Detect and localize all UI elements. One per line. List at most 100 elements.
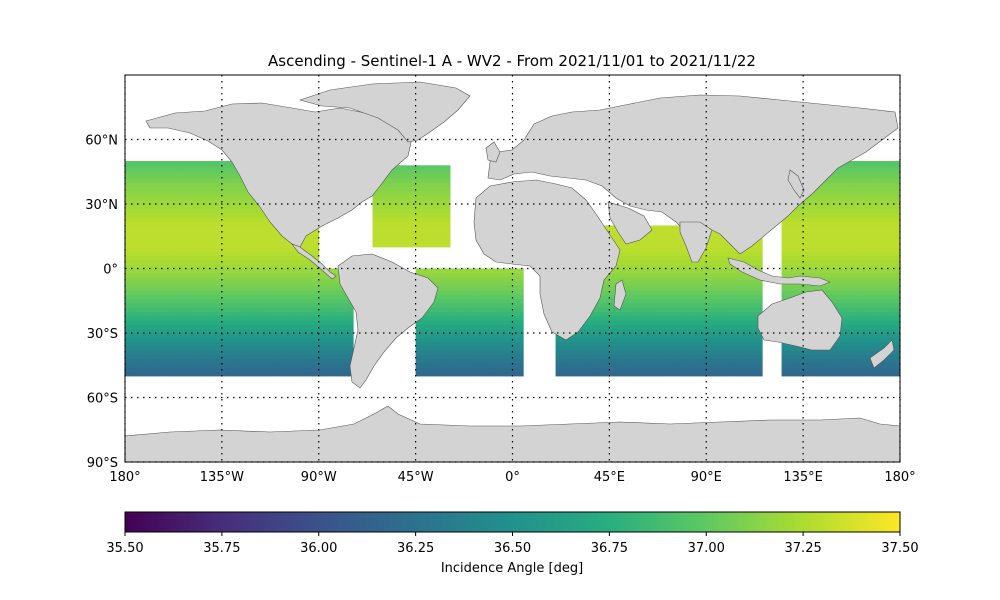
swath-cell bbox=[654, 294, 660, 299]
swath-cell bbox=[314, 350, 320, 355]
swath-cell bbox=[480, 350, 485, 355]
swath-cell bbox=[232, 255, 238, 261]
swath-cell bbox=[125, 272, 130, 278]
swath-cell bbox=[129, 173, 135, 179]
swath-cell bbox=[267, 345, 272, 351]
swath-cell bbox=[236, 324, 242, 330]
swath-cell bbox=[125, 324, 130, 330]
swath-cell bbox=[202, 173, 208, 179]
swath-cell bbox=[215, 208, 221, 213]
swath-cell bbox=[323, 285, 328, 291]
swath-cell bbox=[172, 315, 178, 321]
swath-cell bbox=[125, 302, 130, 308]
swath-cell bbox=[684, 354, 690, 360]
swath-cell bbox=[236, 320, 242, 325]
swath-cell bbox=[267, 247, 272, 252]
swath-cell bbox=[348, 302, 354, 308]
swath-cell bbox=[292, 315, 298, 321]
swath-cell bbox=[745, 315, 750, 321]
swath-cell bbox=[129, 264, 135, 269]
swath-cell bbox=[441, 191, 447, 196]
swath-cell bbox=[454, 358, 460, 364]
swath-cell bbox=[137, 169, 143, 175]
swath-cell bbox=[275, 307, 281, 312]
swath-cell bbox=[314, 251, 320, 256]
swath-cell bbox=[211, 165, 216, 170]
swath-cell bbox=[275, 285, 281, 291]
swath-cell bbox=[680, 294, 686, 299]
swath-cell bbox=[637, 294, 643, 299]
swath-cell bbox=[732, 307, 737, 312]
swath-cell bbox=[650, 358, 655, 364]
swath-cell bbox=[159, 354, 165, 360]
swath-cell bbox=[258, 251, 264, 256]
swath-cell bbox=[146, 212, 152, 218]
swath-cell bbox=[385, 229, 391, 235]
swath-cell bbox=[454, 268, 460, 274]
swath-cell bbox=[736, 358, 742, 364]
swath-cell bbox=[667, 324, 673, 330]
swath-cell bbox=[211, 238, 216, 244]
swath-cell bbox=[137, 251, 143, 256]
swath-cell bbox=[441, 324, 447, 330]
swath-cell bbox=[292, 367, 298, 373]
swath-cell bbox=[671, 281, 677, 287]
swath-cell bbox=[150, 242, 156, 248]
swath-cell bbox=[310, 298, 315, 304]
swath-cell bbox=[484, 268, 490, 274]
swath-cell bbox=[206, 165, 212, 170]
swath-cell bbox=[159, 315, 165, 321]
swath-cell bbox=[607, 315, 612, 321]
swath-cell bbox=[241, 371, 246, 377]
swath-cell bbox=[211, 311, 216, 317]
swath-cell bbox=[180, 178, 186, 183]
swath-cell bbox=[275, 333, 281, 338]
swath-cell bbox=[323, 337, 328, 342]
swath-cell bbox=[254, 277, 259, 282]
swath-cell bbox=[211, 234, 216, 239]
swath-cell bbox=[133, 345, 139, 351]
swath-cell bbox=[488, 302, 494, 308]
swath-cell bbox=[676, 264, 681, 269]
swath-cell bbox=[740, 251, 746, 256]
swath-cell bbox=[258, 285, 264, 291]
swath-cell bbox=[271, 255, 277, 261]
swath-cell bbox=[424, 238, 429, 244]
swath-cell bbox=[159, 251, 165, 256]
swath-cell bbox=[172, 255, 178, 261]
swath-cell bbox=[415, 204, 421, 209]
swath-cell bbox=[163, 345, 169, 351]
swath-cell bbox=[441, 341, 447, 347]
swath-cell bbox=[288, 324, 294, 330]
swath-cell bbox=[198, 247, 203, 252]
swath-cell bbox=[671, 311, 677, 317]
swath-cell bbox=[506, 290, 511, 295]
swath-cell bbox=[206, 350, 212, 355]
swath-cell bbox=[667, 350, 673, 355]
swath-cell bbox=[689, 367, 694, 373]
swath-cell bbox=[180, 333, 186, 338]
swath-cell bbox=[454, 371, 460, 377]
swath-cell bbox=[168, 285, 173, 291]
swath-cell bbox=[620, 371, 625, 377]
swath-cell bbox=[484, 281, 490, 287]
swath-cell bbox=[224, 298, 229, 304]
swath-cell bbox=[559, 358, 565, 364]
swath-cell bbox=[462, 341, 468, 347]
swath-cell bbox=[432, 191, 438, 196]
swath-cell bbox=[236, 277, 242, 282]
swath-cell bbox=[559, 371, 565, 377]
swath-cell bbox=[654, 354, 660, 360]
swath-cell bbox=[142, 178, 147, 183]
swath-cell bbox=[245, 199, 251, 205]
swath-cell bbox=[645, 345, 651, 351]
swath-cell bbox=[727, 363, 733, 368]
map-title: Ascending - Sentinel-1 A - WV2 - From 20… bbox=[268, 52, 756, 70]
swath-cell bbox=[137, 298, 143, 304]
swath-cell bbox=[432, 333, 438, 338]
swath-cell bbox=[262, 277, 268, 282]
swath-cell bbox=[428, 204, 434, 209]
swath-cell bbox=[671, 333, 677, 338]
swath-cell bbox=[488, 298, 494, 304]
swath-cell bbox=[193, 178, 199, 183]
